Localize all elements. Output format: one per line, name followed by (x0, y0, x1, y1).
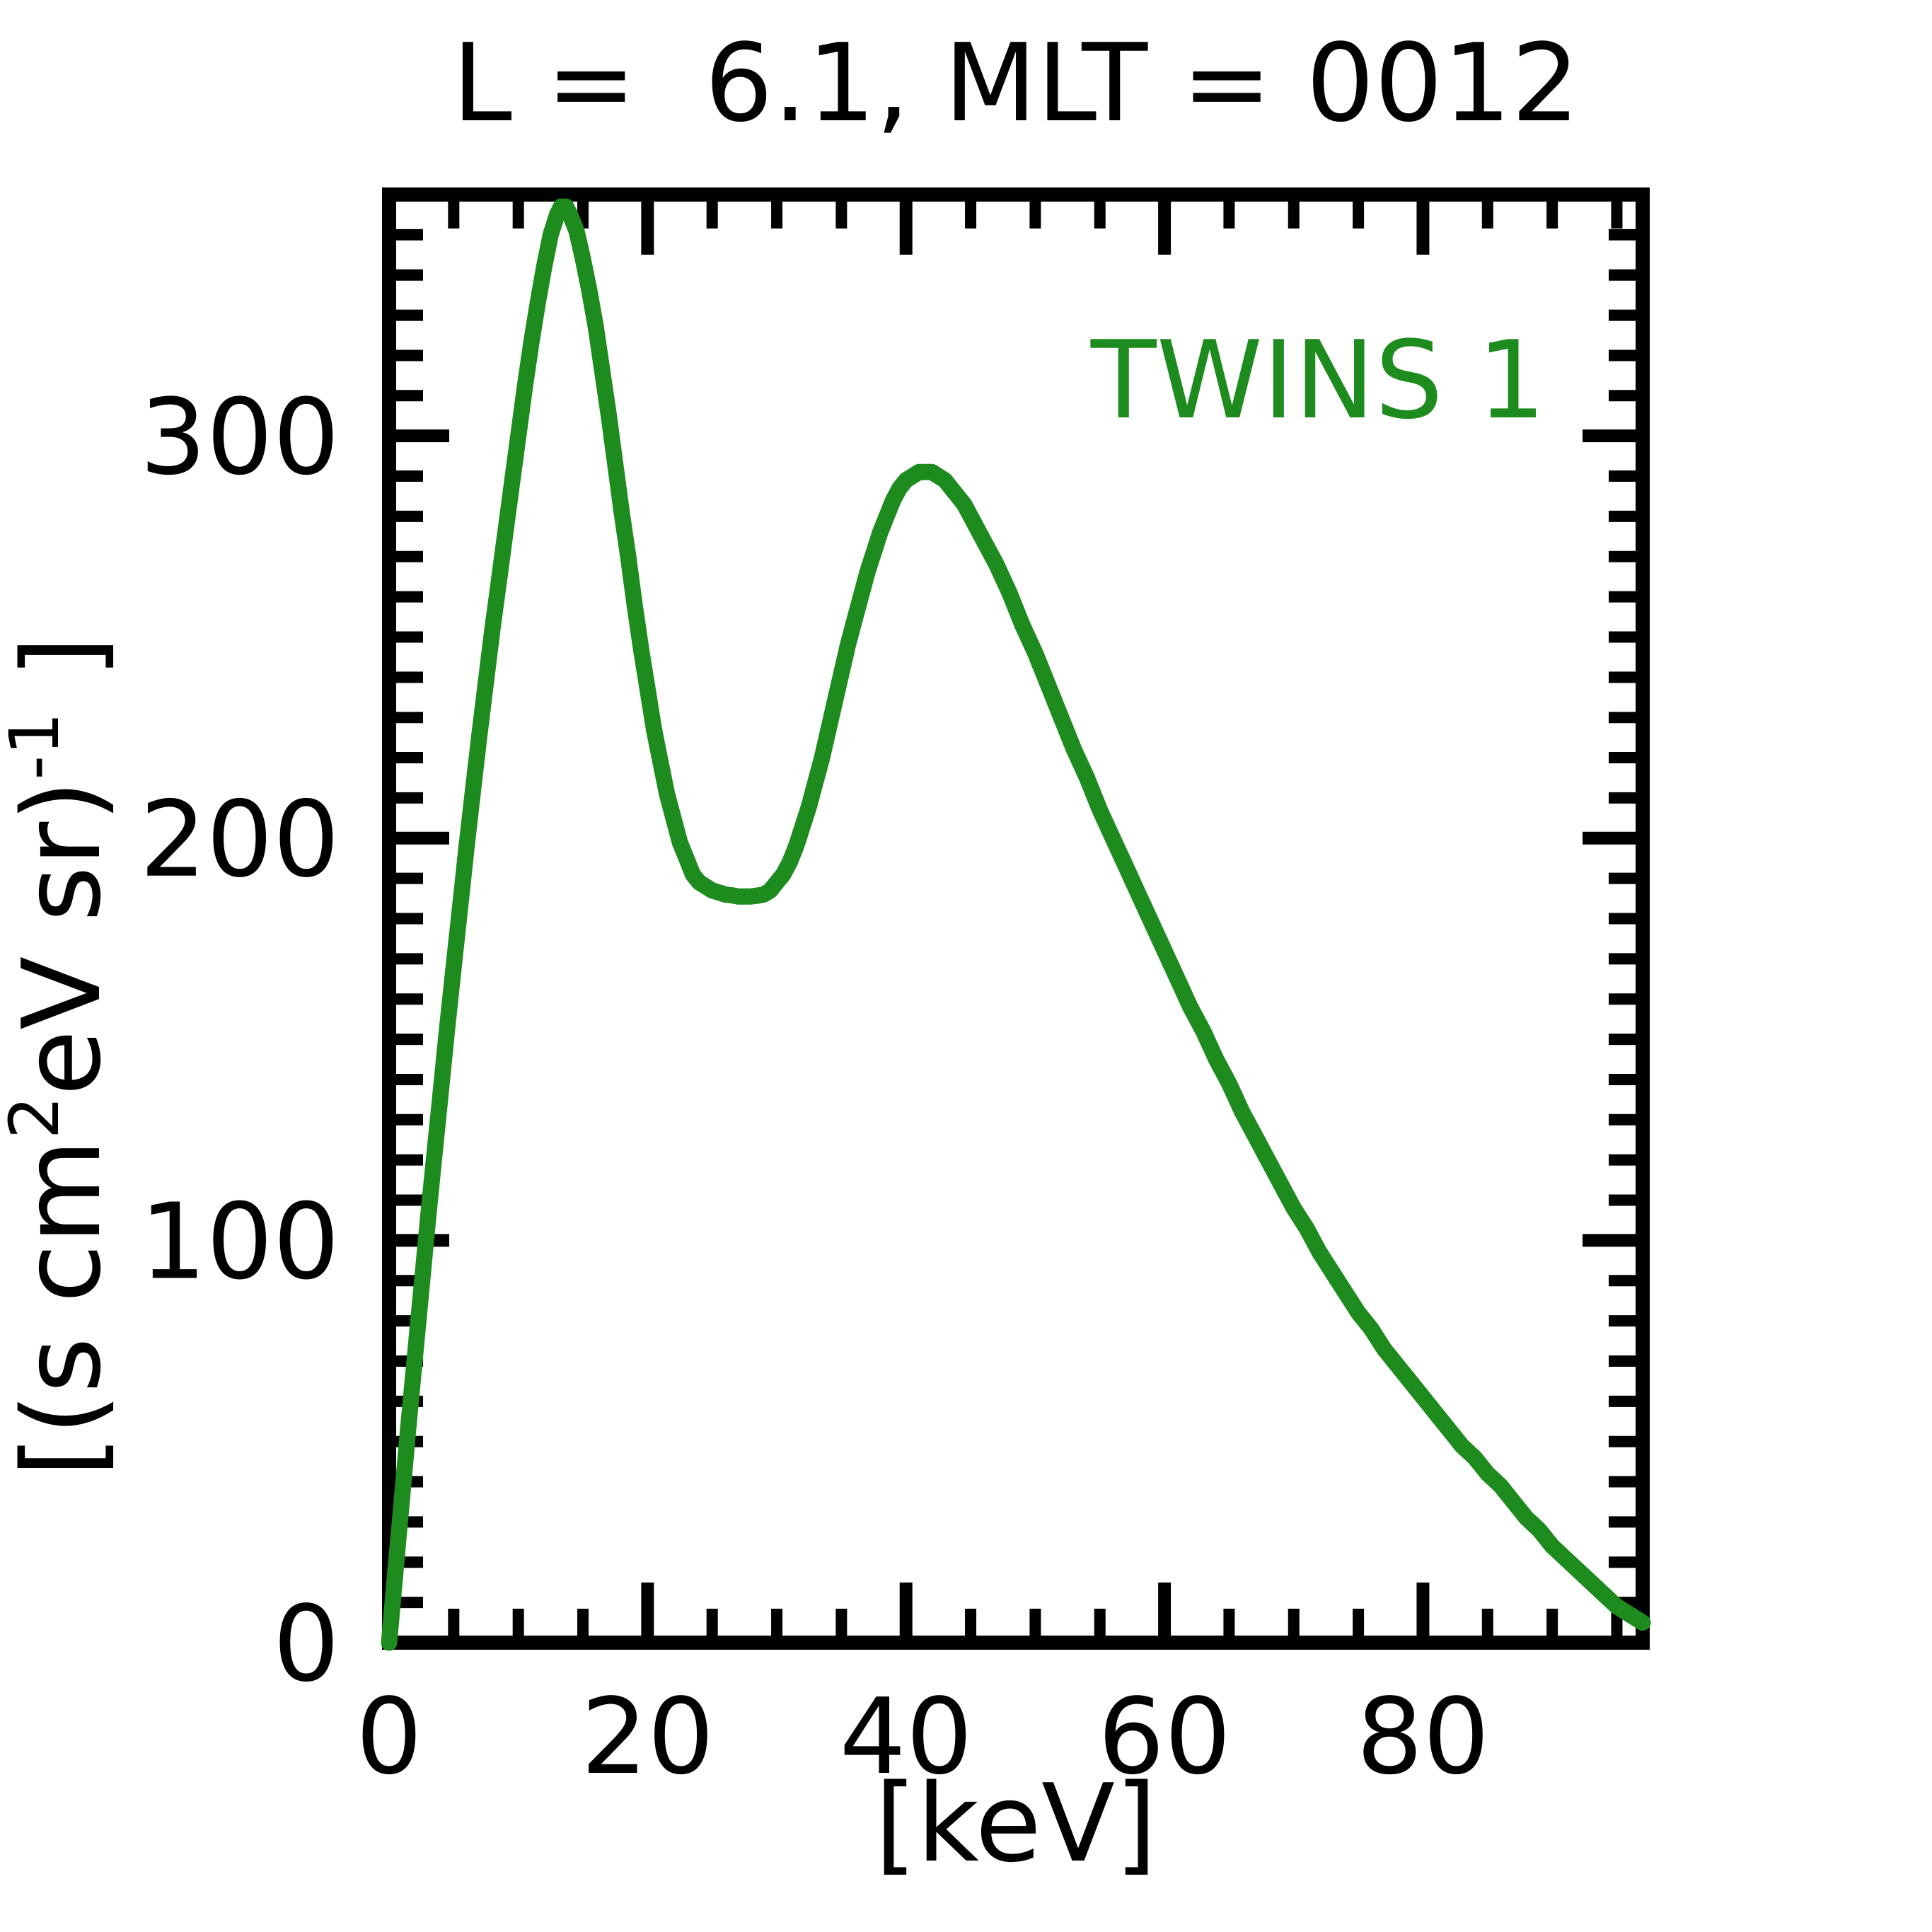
y-axis-label-text: eV sr) (0, 780, 125, 1097)
y-axis-label-superscript: 2 (0, 1096, 74, 1140)
x-tick-label-20: 20 (581, 1676, 714, 1798)
y-axis-label-text: [(s cm (0, 1139, 125, 1477)
data-curve-twins1 (381, 198, 1651, 1651)
x-tick-label-60: 60 (1098, 1676, 1231, 1798)
x-tick-label-40: 40 (840, 1676, 973, 1798)
y-tick-label-200: 200 (140, 779, 340, 901)
x-axis-label: [keV] (874, 1761, 1157, 1886)
y-axis-label: [(s cm2eV sr)-1 ] (0, 636, 125, 1477)
legend-label: TWINS 1 (1090, 318, 1546, 443)
chart-title: L = 6.1, MLT = 0012 (452, 21, 1580, 146)
y-tick-label-300: 300 (140, 376, 340, 498)
y-tick-label-100: 100 (140, 1181, 340, 1302)
x-tick-label-0: 0 (356, 1676, 422, 1798)
y-axis-label-superscript: -1 (0, 712, 74, 780)
x-tick-label-80: 80 (1356, 1676, 1489, 1798)
y-axis-label-text: ] (0, 636, 125, 712)
y-tick-label-0: 0 (273, 1583, 340, 1705)
